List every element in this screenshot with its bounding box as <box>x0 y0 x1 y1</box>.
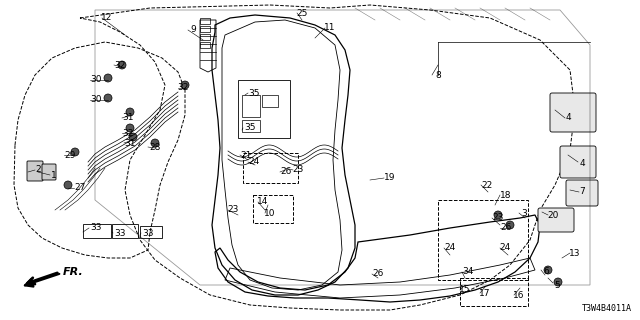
Circle shape <box>104 74 112 82</box>
FancyBboxPatch shape <box>42 164 56 180</box>
Bar <box>262 95 278 107</box>
Text: 30: 30 <box>90 95 102 105</box>
Text: 26: 26 <box>280 167 292 177</box>
Text: 1: 1 <box>51 171 57 180</box>
Bar <box>242 95 260 117</box>
Bar <box>438 200 528 280</box>
Text: 12: 12 <box>101 13 113 22</box>
Bar <box>242 120 260 132</box>
Text: 7: 7 <box>579 188 585 196</box>
Text: 26: 26 <box>372 269 384 278</box>
Text: 4: 4 <box>579 158 585 167</box>
Text: 10: 10 <box>264 209 276 218</box>
Text: 35: 35 <box>244 124 256 132</box>
Text: 5: 5 <box>554 281 560 290</box>
Text: 6: 6 <box>543 268 549 276</box>
Text: 25: 25 <box>296 9 308 18</box>
Bar <box>243 153 298 183</box>
Circle shape <box>506 221 514 229</box>
Text: 29: 29 <box>64 150 76 159</box>
Text: 22: 22 <box>481 180 493 189</box>
Text: 11: 11 <box>324 23 336 33</box>
Text: 33: 33 <box>142 228 154 237</box>
Text: 32: 32 <box>122 129 134 138</box>
Text: 8: 8 <box>435 70 441 79</box>
Circle shape <box>71 148 79 156</box>
Bar <box>83 224 111 238</box>
Text: 15: 15 <box>460 285 471 294</box>
Text: 13: 13 <box>569 249 580 258</box>
Text: 24: 24 <box>444 244 456 252</box>
Text: 14: 14 <box>257 197 269 206</box>
Bar <box>460 278 528 306</box>
Circle shape <box>126 108 134 116</box>
Text: 2: 2 <box>35 165 41 174</box>
FancyBboxPatch shape <box>538 208 574 232</box>
Circle shape <box>494 211 502 219</box>
Circle shape <box>181 81 189 89</box>
Text: 33: 33 <box>90 223 102 233</box>
Text: 16: 16 <box>513 291 525 300</box>
Circle shape <box>104 94 112 102</box>
Text: 31: 31 <box>122 114 134 123</box>
Circle shape <box>151 139 159 147</box>
Circle shape <box>64 181 72 189</box>
Bar <box>112 224 138 238</box>
Text: 4: 4 <box>565 114 571 123</box>
Text: 32: 32 <box>115 60 125 69</box>
Text: 26: 26 <box>500 223 512 233</box>
Text: 33: 33 <box>115 228 125 237</box>
Bar <box>140 226 162 238</box>
Bar <box>253 195 293 223</box>
Circle shape <box>129 133 137 141</box>
Text: 9: 9 <box>190 26 196 35</box>
FancyBboxPatch shape <box>566 180 598 206</box>
Text: 23: 23 <box>227 205 239 214</box>
Text: 17: 17 <box>479 289 491 298</box>
FancyBboxPatch shape <box>560 146 596 178</box>
Text: 24: 24 <box>499 244 511 252</box>
Text: 27: 27 <box>74 183 86 193</box>
Text: 21: 21 <box>240 150 252 159</box>
Text: 34: 34 <box>462 268 474 276</box>
Text: 31: 31 <box>124 139 136 148</box>
Bar <box>238 80 290 138</box>
Circle shape <box>118 61 126 69</box>
Circle shape <box>544 266 552 274</box>
Text: 20: 20 <box>547 211 559 220</box>
Text: 23: 23 <box>492 213 504 222</box>
Circle shape <box>126 124 134 132</box>
Text: 32: 32 <box>177 84 189 92</box>
FancyBboxPatch shape <box>27 161 43 181</box>
Circle shape <box>554 278 562 286</box>
Text: 18: 18 <box>500 190 512 199</box>
Text: FR.: FR. <box>63 267 84 277</box>
Text: 3: 3 <box>521 209 527 218</box>
Text: 19: 19 <box>384 173 396 182</box>
FancyBboxPatch shape <box>550 93 596 132</box>
Text: 30: 30 <box>90 76 102 84</box>
Text: 23: 23 <box>292 165 304 174</box>
Text: 35: 35 <box>248 89 260 98</box>
Text: T3W4B4011A: T3W4B4011A <box>582 304 632 313</box>
Text: 24: 24 <box>248 157 260 166</box>
Text: 28: 28 <box>149 142 161 151</box>
